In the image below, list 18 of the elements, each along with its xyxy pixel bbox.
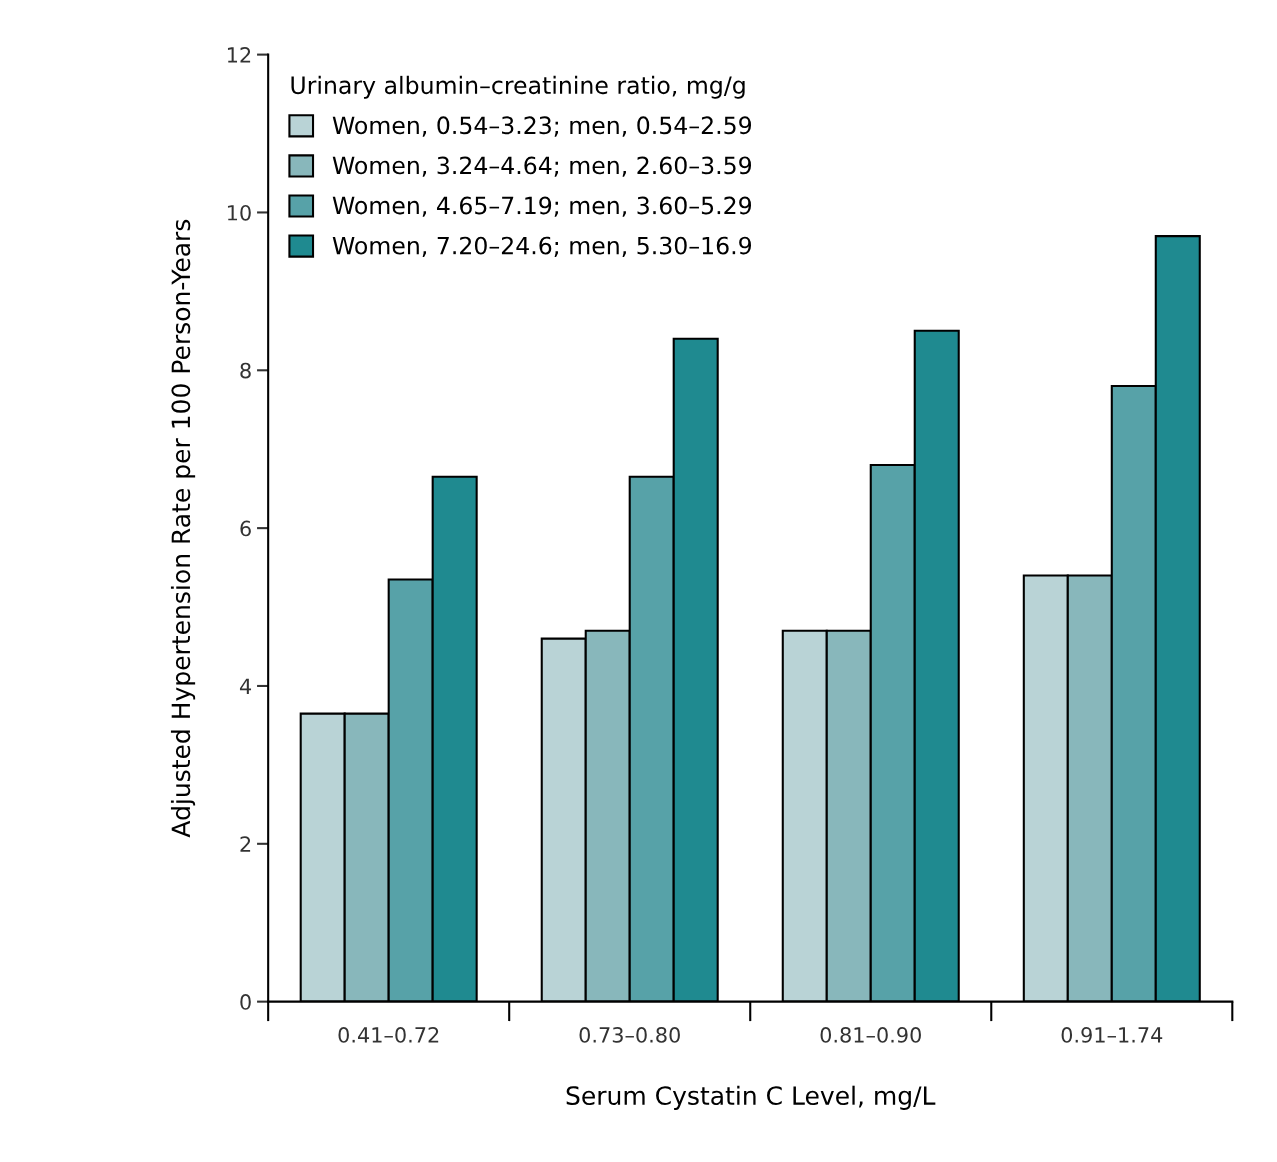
x-tick-label: 0.41–0.72 [338, 1027, 439, 1043]
x-tick-label: 0.73–0.80 [579, 1027, 680, 1043]
y-tick-label: 10 [227, 204, 251, 221]
y-tick-label: 4 [239, 678, 252, 694]
x-tick-label: 0.91–1.74 [1061, 1027, 1163, 1043]
legend-label: Women, 0.54–3.23; men, 0.54–2.59 [332, 116, 752, 137]
y-tick-label: 0 [240, 994, 251, 1010]
y-axis-title: Adjusted Hypertension Rate per 100 Person-Years [170, 219, 196, 838]
x-axis-title: Serum Cystatin C Level, mg/L [566, 1085, 936, 1110]
legend-label: Women, 7.20–24.6; men, 5.30–16.9 [332, 236, 752, 257]
y-tick-label: 12 [227, 47, 251, 63]
y-tick-label: 2 [240, 836, 251, 852]
y-tick-label: 8 [240, 362, 251, 379]
x-tick-label: 0.81–0.90 [820, 1027, 921, 1043]
y-tick-label: 6 [240, 520, 251, 537]
legend-title: Urinary albumin–creatinine ratio, mg/g [291, 75, 745, 99]
legend-label: Women, 3.24–4.64; men, 2.60–3.59 [332, 156, 752, 177]
legend-label: Women, 4.65–7.19; men, 3.60–5.29 [332, 196, 752, 217]
